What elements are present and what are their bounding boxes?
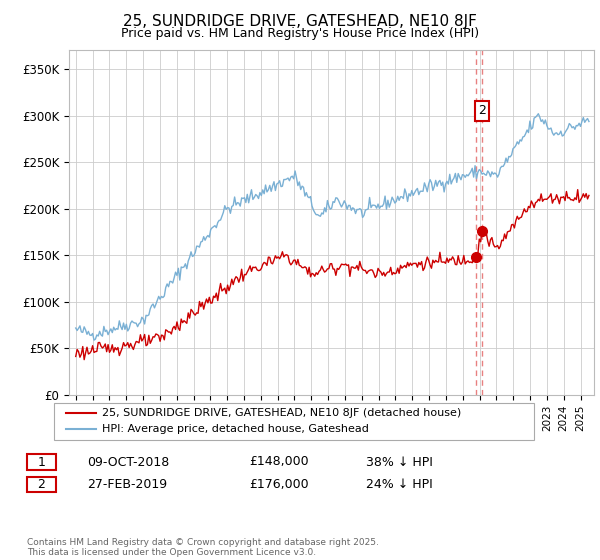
Text: 38% ↓ HPI: 38% ↓ HPI — [366, 455, 433, 469]
Text: 25, SUNDRIDGE DRIVE, GATESHEAD, NE10 8JF (detached house): 25, SUNDRIDGE DRIVE, GATESHEAD, NE10 8JF… — [102, 408, 461, 418]
Text: 2: 2 — [37, 478, 46, 491]
Text: Contains HM Land Registry data © Crown copyright and database right 2025.
This d: Contains HM Land Registry data © Crown c… — [27, 538, 379, 557]
Text: 24% ↓ HPI: 24% ↓ HPI — [366, 478, 433, 491]
Text: £148,000: £148,000 — [249, 455, 308, 469]
Text: £176,000: £176,000 — [249, 478, 308, 491]
Text: 25, SUNDRIDGE DRIVE, GATESHEAD, NE10 8JF: 25, SUNDRIDGE DRIVE, GATESHEAD, NE10 8JF — [123, 14, 477, 29]
Text: 2: 2 — [478, 104, 486, 118]
Text: 09-OCT-2018: 09-OCT-2018 — [87, 455, 169, 469]
Text: 27-FEB-2019: 27-FEB-2019 — [87, 478, 167, 491]
Text: HPI: Average price, detached house, Gateshead: HPI: Average price, detached house, Gate… — [102, 424, 369, 435]
Text: Price paid vs. HM Land Registry's House Price Index (HPI): Price paid vs. HM Land Registry's House … — [121, 27, 479, 40]
Text: 1: 1 — [37, 455, 46, 469]
